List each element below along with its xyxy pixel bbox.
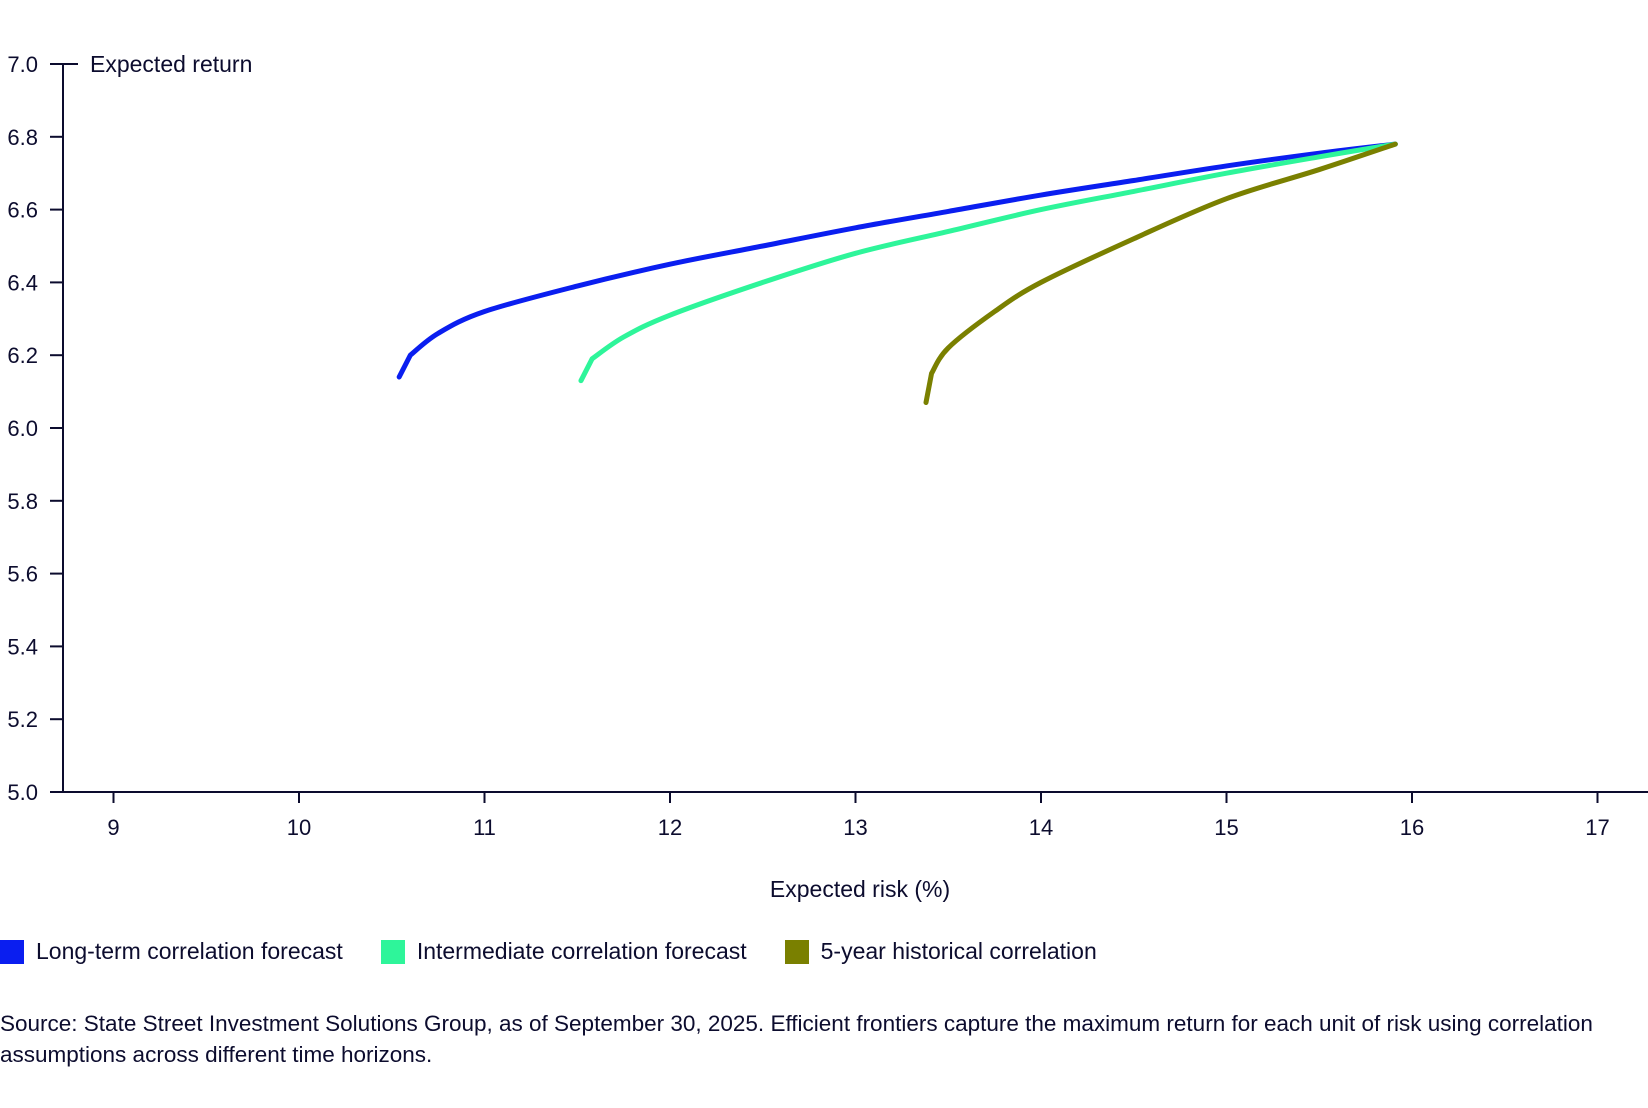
x-tick-label: 13 — [843, 815, 867, 840]
x-tick-label: 11 — [473, 815, 496, 840]
series-lines — [396, 141, 1398, 406]
x-tick-label: 9 — [107, 815, 119, 840]
y-tick-label: 5.4 — [7, 634, 38, 659]
series-line-1 — [578, 141, 1398, 384]
x-tick-label: 12 — [658, 815, 682, 840]
y-tick-label: 6.4 — [7, 270, 38, 295]
y-tick-label: 6.0 — [7, 416, 38, 441]
legend: Long-term correlation forecast Intermedi… — [0, 938, 1135, 965]
legend-item-long-term: Long-term correlation forecast — [0, 938, 343, 965]
x-tick-label: 10 — [287, 815, 311, 840]
series-line-2 — [923, 141, 1398, 406]
x-tick-label: 14 — [1029, 815, 1053, 840]
source-note: Source: State Street Investment Solution… — [0, 1011, 1593, 1067]
x-tick-label: 17 — [1585, 815, 1609, 840]
y-tick-label: 5.0 — [7, 780, 38, 805]
legend-swatch-intermediate — [380, 939, 405, 964]
axes: 7.0 6.8 6.6 6.4 6.2 6.0 5.8 5.6 5.4 5.2 5.0 9 10 11 12… — [7, 52, 1648, 840]
legend-item-5-year: 5-year historical correlation — [784, 938, 1097, 965]
legend-label: Long-term correlation forecast — [36, 938, 343, 964]
y-tick-label: 5.6 — [7, 562, 38, 587]
legend-swatch-5-year — [784, 939, 809, 964]
x-tick-label: 16 — [1400, 815, 1424, 840]
x-axis-label: Expected risk (%) — [770, 876, 950, 902]
legend-swatch-long-term — [0, 939, 24, 964]
x-tick-label: 15 — [1214, 815, 1238, 840]
y-axis-label: Expected return — [90, 51, 252, 77]
legend-item-intermediate: Intermediate correlation forecast — [380, 938, 747, 965]
y-tick-label: 7.0 — [7, 52, 38, 77]
legend-label: 5-year historical correlation — [820, 938, 1097, 964]
legend-label: Intermediate correlation forecast — [416, 938, 747, 964]
y-tick-label: 5.8 — [7, 489, 38, 514]
y-tick-label: 6.2 — [7, 343, 38, 368]
y-tick-label: 6.6 — [7, 198, 38, 223]
y-tick-label: 5.2 — [7, 707, 38, 732]
efficient-frontier-chart: 7.0 6.8 6.6 6.4 6.2 6.0 5.8 5.6 5.4 5.2 5.0 9 10 11 12… — [7, 51, 1648, 902]
y-tick-label: 6.8 — [7, 125, 38, 150]
series-line-0 — [396, 141, 1398, 380]
